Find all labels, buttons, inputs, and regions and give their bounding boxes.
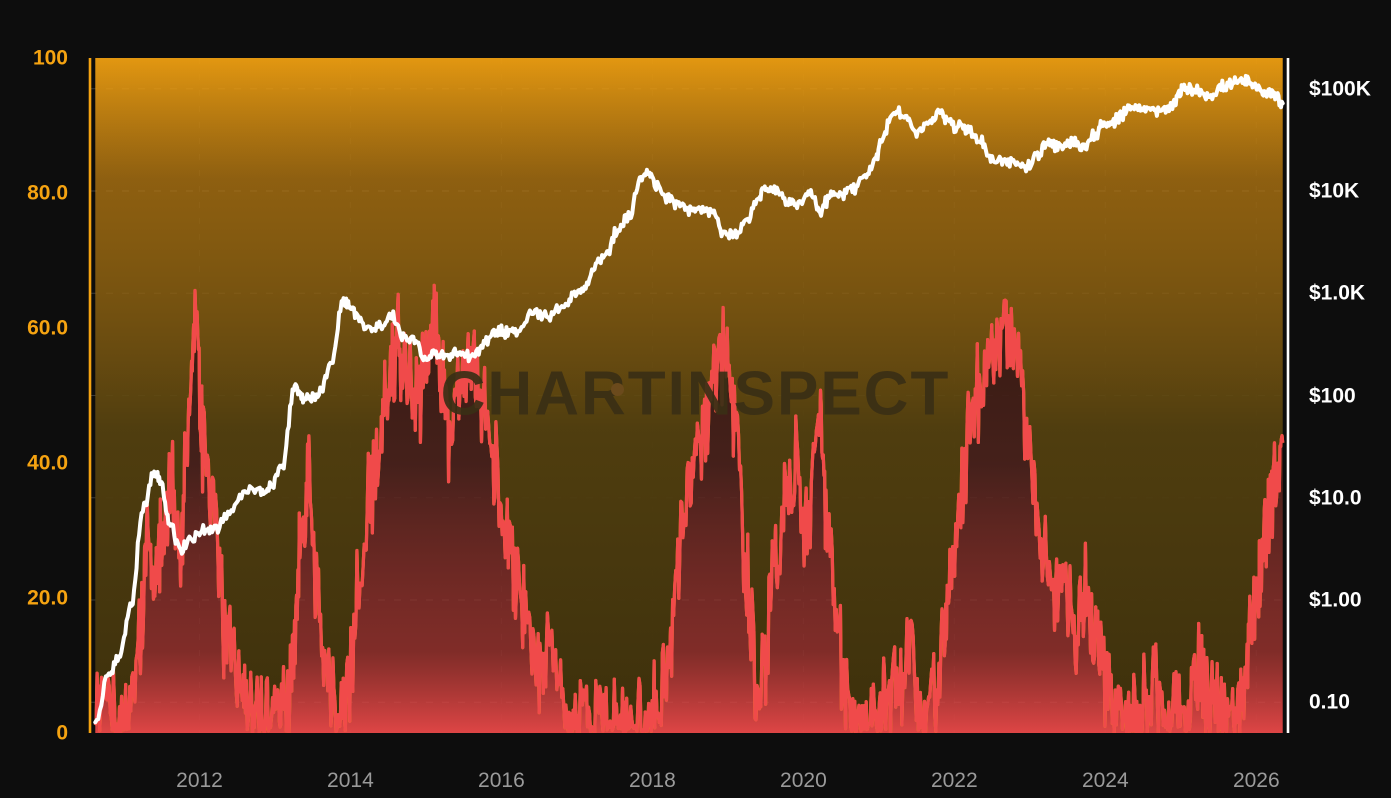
right-axis-tick-label: $10K (1309, 179, 1360, 203)
left-axis-tick-label: 100 (32, 46, 68, 70)
left-axis-tick-label: 80.0 (27, 181, 68, 205)
series-btc-price-line (93, 73, 1285, 725)
x-axis-tick-label: 2012 (176, 769, 223, 792)
left-axis-labels: 0 20.0 40.0 60.0 80.0 100 (0, 0, 78, 798)
left-axis-tick-label: 20.0 (27, 586, 68, 610)
left-axis-tick-label: 40.0 (27, 451, 68, 475)
series-supply-in-profit-area (95, 58, 1283, 733)
right-axis-tick-label: $1.00 (1309, 588, 1362, 612)
series-supply-in-loss-line (93, 283, 1285, 733)
series-supply-in-loss-area (95, 285, 1283, 733)
x-axis-tick-label: 2016 (478, 769, 525, 792)
right-axis-tick-label: 0.10 (1309, 690, 1350, 714)
x-axis-tick-label: 2018 (629, 769, 676, 792)
right-axis-labels: 0.10 $1.00 $10.0 $100 $1.0K $10K $100K (1299, 0, 1391, 798)
x-axis-tick-label: 2022 (930, 769, 978, 792)
x-axis-tick-label: 2024 (1081, 769, 1129, 792)
left-axis-tick-label: 60.0 (27, 316, 68, 340)
right-axis-tick-label: $100 (1309, 384, 1356, 407)
x-axis-tick-label: 2014 (327, 769, 374, 792)
right-axis-tick-label: $100K (1309, 77, 1371, 101)
x-axis-labels: 2012 2014 2016 2018 2020 2022 2024 2026 (0, 760, 1391, 798)
left-axis-tick-label: 0 (56, 721, 68, 745)
x-axis-tick-label: 2026 (1232, 769, 1280, 792)
right-axis-tick-label: $1.0K (1309, 281, 1366, 305)
x-axis-tick-label: 2020 (780, 769, 827, 792)
right-axis-tick-label: $10.0 (1309, 486, 1362, 510)
